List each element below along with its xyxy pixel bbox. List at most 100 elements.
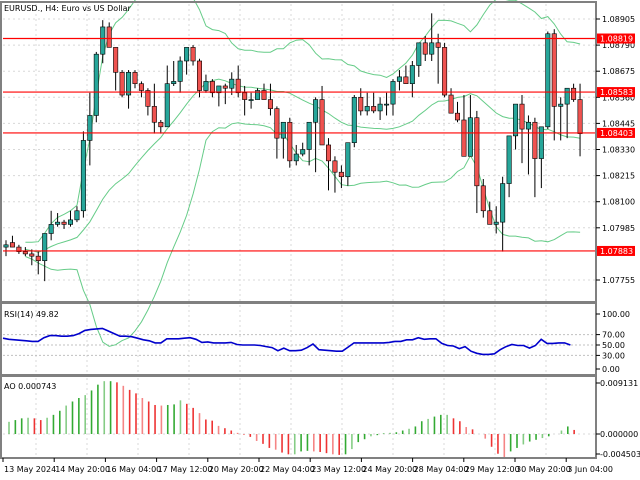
- candle[interactable]: [332, 156, 338, 193]
- candle[interactable]: [500, 176, 506, 252]
- candle[interactable]: [435, 33, 441, 84]
- candle[interactable]: [48, 210, 54, 241]
- candle[interactable]: [138, 81, 144, 98]
- candle[interactable]: [571, 83, 577, 102]
- candle[interactable]: [377, 97, 383, 120]
- candle[interactable]: [384, 92, 390, 116]
- candle[interactable]: [564, 87, 570, 139]
- candle[interactable]: [29, 249, 35, 266]
- candle[interactable]: [287, 117, 293, 168]
- candle[interactable]: [42, 233, 48, 282]
- candle[interactable]: [525, 115, 531, 175]
- candle[interactable]: [467, 95, 473, 157]
- price-tick-label: 1.08790: [602, 41, 635, 50]
- candle[interactable]: [203, 74, 209, 93]
- candle[interactable]: [364, 92, 370, 116]
- time-tick-label: 24 May 20:00: [362, 465, 417, 474]
- time-tick-label: 28 May 04:00: [414, 465, 469, 474]
- candle[interactable]: [55, 213, 61, 227]
- price-pane[interactable]: [3, 0, 596, 347]
- candle[interactable]: [68, 210, 74, 227]
- rsi-title: RSI(14) 49.82: [4, 310, 59, 319]
- candle[interactable]: [22, 247, 28, 257]
- ao-pane[interactable]: [8, 381, 575, 458]
- rsi-pane[interactable]: [2, 327, 571, 356]
- candle[interactable]: [545, 31, 551, 130]
- candle[interactable]: [74, 206, 80, 223]
- candle[interactable]: [345, 142, 351, 186]
- candle[interactable]: [177, 56, 183, 93]
- candle[interactable]: [493, 206, 499, 234]
- candle[interactable]: [551, 29, 557, 141]
- candle[interactable]: [216, 85, 222, 107]
- candle[interactable]: [338, 165, 344, 189]
- candle[interactable]: [429, 13, 435, 61]
- candle[interactable]: [416, 42, 422, 77]
- candle[interactable]: [293, 144, 299, 166]
- candle[interactable]: [409, 60, 415, 98]
- candle[interactable]: [16, 244, 22, 254]
- candle[interactable]: [300, 142, 306, 157]
- candle[interactable]: [190, 45, 196, 66]
- candle[interactable]: [132, 70, 138, 89]
- candle[interactable]: [513, 103, 519, 150]
- price-tick-label: 1.07985: [602, 224, 635, 233]
- candle[interactable]: [358, 88, 364, 116]
- candle[interactable]: [532, 117, 538, 198]
- candle[interactable]: [267, 83, 273, 116]
- candle[interactable]: [390, 79, 396, 116]
- time-tick-label: 14 May 20:00: [55, 465, 110, 474]
- candle[interactable]: [113, 47, 119, 91]
- candle[interactable]: [35, 251, 41, 275]
- candle[interactable]: [9, 235, 15, 248]
- candle[interactable]: [577, 83, 583, 157]
- candle[interactable]: [474, 110, 480, 214]
- candle[interactable]: [280, 121, 286, 159]
- candle[interactable]: [80, 131, 86, 218]
- candle[interactable]: [403, 65, 409, 84]
- candle[interactable]: [454, 101, 460, 123]
- candle[interactable]: [197, 58, 203, 98]
- candle[interactable]: [106, 22, 112, 48]
- candle[interactable]: [93, 51, 99, 123]
- candle[interactable]: [145, 88, 151, 116]
- candle[interactable]: [209, 79, 215, 98]
- candle[interactable]: [461, 95, 467, 157]
- candle[interactable]: [119, 70, 125, 98]
- candle[interactable]: [538, 126, 544, 189]
- candle[interactable]: [351, 95, 357, 148]
- candle[interactable]: [371, 92, 377, 114]
- candle[interactable]: [126, 70, 132, 109]
- candle[interactable]: [229, 72, 235, 96]
- candle[interactable]: [313, 97, 319, 173]
- candle[interactable]: [3, 240, 9, 257]
- time-tick-label: 22 May 04:00: [260, 465, 315, 474]
- level-price-tag: [597, 245, 635, 256]
- candle[interactable]: [100, 20, 106, 64]
- price-tick-label: 1.08100: [602, 198, 635, 207]
- candle[interactable]: [248, 92, 254, 109]
- candle[interactable]: [325, 138, 331, 191]
- time-tick-label: 30 May 20:00: [516, 465, 571, 474]
- candle[interactable]: [171, 60, 177, 86]
- candle[interactable]: [61, 219, 67, 229]
- candle[interactable]: [519, 95, 525, 164]
- candle[interactable]: [506, 135, 512, 198]
- candle[interactable]: [222, 83, 228, 105]
- candle[interactable]: [487, 201, 493, 225]
- candle[interactable]: [87, 92, 93, 166]
- candle[interactable]: [242, 85, 248, 116]
- candle[interactable]: [255, 88, 261, 100]
- candle[interactable]: [184, 47, 190, 75]
- candle[interactable]: [480, 179, 486, 218]
- candle[interactable]: [164, 65, 170, 128]
- candle[interactable]: [442, 42, 448, 98]
- candle[interactable]: [306, 121, 312, 166]
- bollinger-middle: [25, 78, 581, 253]
- candle[interactable]: [158, 119, 164, 134]
- candle[interactable]: [422, 36, 428, 61]
- price-tick-label: 1.08905: [602, 15, 635, 24]
- candle[interactable]: [396, 70, 402, 91]
